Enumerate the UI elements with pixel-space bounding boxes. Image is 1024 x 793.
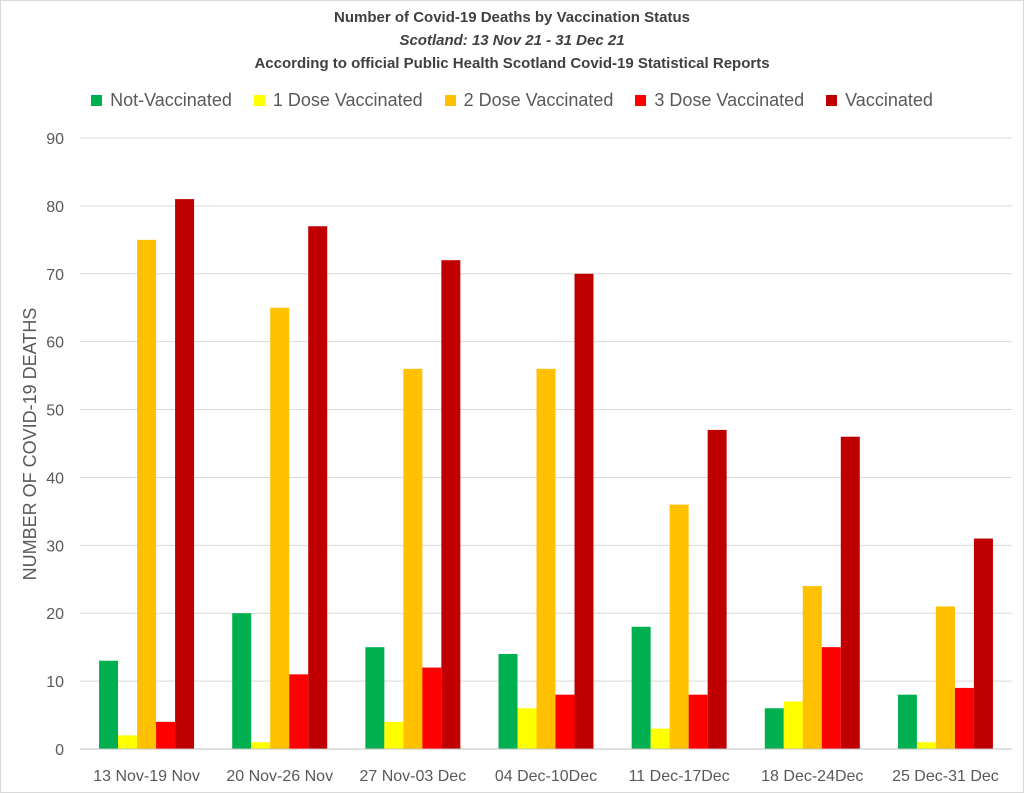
bar [384, 721, 404, 749]
bar [555, 694, 575, 749]
x-tick-label: 18 Dec-24Dec [761, 768, 863, 785]
bar [441, 260, 461, 749]
y-tick-label: 0 [55, 742, 64, 759]
x-tick-label: 11 Dec-17Dec [629, 768, 730, 785]
y-tick-label: 70 [46, 267, 64, 284]
legend-swatch [253, 95, 265, 106]
legend: Not-Vaccinated 1 Dose Vaccinated 2 Dose Va… [0, 90, 1024, 111]
bar [308, 226, 328, 749]
bar [707, 429, 727, 749]
bar [536, 368, 556, 749]
bars [99, 199, 993, 750]
legend-label: Vaccinated [845, 90, 933, 110]
x-tick-label: 25 Dec-31 Dec [892, 768, 999, 785]
bar [99, 660, 119, 749]
bar [403, 368, 423, 749]
legend-swatch [826, 95, 838, 106]
chart-title: Number of Covid-19 Deaths by Vaccination… [334, 9, 690, 26]
x-tick-label: 04 Dec-10Dec [495, 768, 597, 785]
legend-item: Not-Vaccinated [91, 90, 232, 111]
legend-item: 2 Dose Vaccinated [444, 90, 614, 111]
bar [802, 586, 822, 749]
legend-label: 1 Dose Vaccinated [272, 90, 423, 110]
bar [574, 273, 594, 749]
bar [422, 667, 442, 749]
y-tick-label: 60 [46, 335, 64, 352]
bar [232, 613, 252, 749]
bar [137, 239, 157, 750]
bar [175, 199, 195, 750]
bar [840, 436, 860, 749]
legend-label: 2 Dose Vaccinated [463, 90, 614, 110]
y-tick-label: 90 [46, 131, 64, 148]
bar [821, 647, 841, 749]
bar [954, 687, 974, 749]
legend-label: 3 Dose Vaccinated [654, 90, 805, 110]
bar [688, 694, 708, 749]
bar [897, 694, 917, 749]
legend-swatch [635, 95, 647, 106]
bar [251, 742, 271, 749]
bar [156, 721, 176, 749]
bar [365, 647, 385, 749]
axes: 0 10 20 30 40 50 60 70 80 90 13 Nov-19 Nov 20 Nov-2… [46, 131, 1012, 785]
y-axis-title: NUMBER OF COVID-19 DEATHS [20, 308, 40, 581]
bar [916, 742, 936, 749]
chart-source-note: According to official Public Health Scot… [254, 55, 770, 72]
bar [289, 674, 309, 749]
x-tick-label: 20 Nov-26 Nov [226, 768, 333, 785]
bar [650, 728, 670, 749]
bar [270, 307, 290, 749]
bar [783, 701, 803, 749]
bar [973, 538, 993, 749]
y-tick-label: 30 [46, 538, 64, 555]
y-tick-label: 10 [46, 674, 64, 691]
y-tick-label: 20 [46, 606, 64, 623]
bar [935, 606, 955, 749]
y-tick-label: 40 [46, 470, 64, 487]
legend-swatch [91, 95, 103, 106]
bar [764, 708, 784, 749]
legend-item: 1 Dose Vaccinated [253, 90, 423, 111]
legend-swatch [444, 95, 456, 106]
bar [517, 708, 537, 749]
legend-label: Not-Vaccinated [110, 90, 232, 110]
bar [118, 735, 138, 749]
y-tick-label: 50 [46, 403, 64, 420]
x-tick-label: 13 Nov-19 Nov [93, 768, 200, 785]
bar [669, 504, 689, 749]
bar [631, 626, 651, 749]
chart-subtitle: Scotland: 13 Nov 21 - 31 Dec 21 [399, 32, 625, 49]
bar [498, 653, 518, 749]
legend-item: 3 Dose Vaccinated [635, 90, 804, 111]
y-tick-label: 80 [46, 199, 64, 216]
legend-item: Vaccinated [826, 90, 933, 111]
x-tick-label: 27 Nov-03 Dec [359, 768, 466, 785]
